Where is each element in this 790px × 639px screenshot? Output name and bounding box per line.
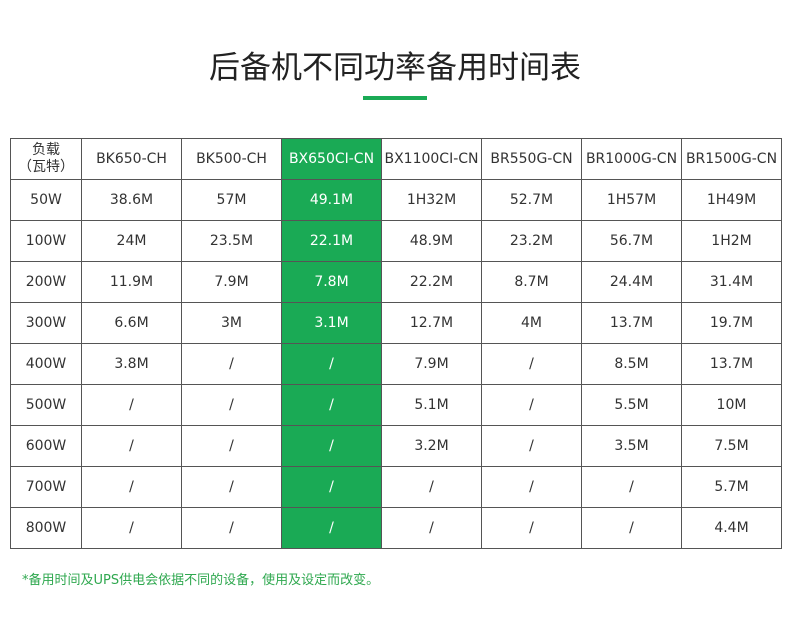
cell: 6.6M [81, 302, 182, 344]
table-row: 600W / //3.2M/3.5M 7.5M [10, 425, 782, 467]
cell: / [81, 425, 182, 467]
cell: 48.9M [381, 220, 482, 262]
cell: 4M [481, 302, 582, 344]
cell: / [181, 507, 282, 549]
corner-line: 负载 [32, 142, 60, 158]
cell: 38.6M [81, 179, 182, 221]
table-row: 300W 6.6M 3M 3.1M 12.7M 4M 13.7M 19.7M [10, 302, 782, 344]
cell: 3M [181, 302, 282, 344]
cell: 13.7M [681, 343, 782, 385]
row-header: 300W [10, 302, 82, 344]
cell: 24M [81, 220, 182, 262]
cell: 7.8M [281, 261, 382, 303]
cell: 56.7M [581, 220, 682, 262]
cell: / [181, 384, 282, 426]
row-header: 400W [10, 343, 82, 385]
cell: 5.7M [681, 466, 782, 508]
cell: / [481, 384, 582, 426]
cell: 31.4M [681, 261, 782, 303]
cell: 1H32M [381, 179, 482, 221]
cell: / [181, 425, 282, 467]
header-row: 负载 （瓦特） BK650-CH BK500-CH BX650CI-CN BX1100CI… [10, 138, 782, 180]
column-header: BX650CI-CN [281, 138, 382, 180]
title: 后备机不同功率备用时间表 [209, 50, 581, 86]
cell: / [381, 466, 482, 508]
cell: / [481, 425, 582, 467]
table-row: 100W 24M 23.5M 22.1M 48.9M 23.2M 56.7M 1H2M [10, 220, 782, 262]
column-header: BR550G-CN [481, 138, 582, 180]
column-header: BK500-CH [181, 138, 282, 180]
column-header: BR1000G-CN [581, 138, 682, 180]
cell: 13.7M [581, 302, 682, 344]
column-header: BX1100CI-CN [381, 138, 482, 180]
cell: 57M [181, 179, 282, 221]
cell: 23.5M [181, 220, 282, 262]
cell: 3.2M [381, 425, 482, 467]
column-header: BR1500G-CN [681, 138, 782, 180]
cell: 7.9M [181, 261, 282, 303]
cell: 23.2M [481, 220, 582, 262]
row-header: 50W [10, 179, 82, 221]
cell: / [181, 466, 282, 508]
corner-line: （瓦特） [18, 159, 74, 175]
cell: 19.7M [681, 302, 782, 344]
cell: / [481, 466, 582, 508]
cell: / [281, 425, 382, 467]
cell: 49.1M [281, 179, 382, 221]
table-row: 800W / / / / //4.4M [10, 507, 782, 549]
cell: 3.1M [281, 302, 382, 344]
table: 负载 （瓦特） BK650-CH BK500-CH BX650CI-CN BX1100CI… [10, 138, 782, 549]
cell: 8.7M [481, 261, 582, 303]
cell: 12.7M [381, 302, 482, 344]
row-header: 600W [10, 425, 82, 467]
table-row: 50W 38.6M 57M 49.1M 1H32M 52.7M 1H57M 1H49M [10, 179, 782, 221]
cell: / [281, 384, 382, 426]
table-row: 500W / //5.1M/5.5M 10M [10, 384, 782, 426]
cell: 8.5M [581, 343, 682, 385]
cell: 11.9M [81, 261, 182, 303]
table-row: 700W / / / / //5.7M [10, 466, 782, 508]
cell: 4.4M [681, 507, 782, 549]
cell: 3.5M [581, 425, 682, 467]
cell: / [181, 343, 282, 385]
cell: 22.1M [281, 220, 382, 262]
row-header: 700W [10, 466, 82, 508]
cell: / [581, 466, 682, 508]
cell: / [81, 507, 182, 549]
row-header: 800W [10, 507, 82, 549]
cell: 52.7M [481, 179, 582, 221]
cell: 10M [681, 384, 782, 426]
cell: / [281, 507, 382, 549]
footnote: *备用时间及UPS供电会依据不同的设备，使用及设定而改变。 [22, 573, 380, 588]
row-header: 200W [10, 261, 82, 303]
cell: / [281, 343, 382, 385]
cell: 5.5M [581, 384, 682, 426]
cell: 3.8M [81, 343, 182, 385]
cell: 1H2M [681, 220, 782, 262]
cell: / [81, 466, 182, 508]
row-header: 100W [10, 220, 82, 262]
cell: 24.4M [581, 261, 682, 303]
cell: / [81, 384, 182, 426]
cell: / [581, 507, 682, 549]
cell: / [481, 507, 582, 549]
cell: / [481, 343, 582, 385]
cell: 7.9M [381, 343, 482, 385]
corner-cell: 负载 （瓦特） [10, 138, 82, 180]
table-row: 400W 3.8M //7.9M/8.5M 13.7M [10, 343, 782, 385]
column-header: BK650-CH [81, 138, 182, 180]
table-row: 200W 11.9M 7.9M 7.8M 22.2M 8.7M 24.4M 31.4M [10, 261, 782, 303]
cell: / [281, 466, 382, 508]
title-underline [363, 96, 427, 100]
cell: 1H57M [581, 179, 682, 221]
cell: 1H49M [681, 179, 782, 221]
cell: 22.2M [381, 261, 482, 303]
cell: 7.5M [681, 425, 782, 467]
row-header: 500W [10, 384, 82, 426]
cell: 5.1M [381, 384, 482, 426]
cell: / [381, 507, 482, 549]
